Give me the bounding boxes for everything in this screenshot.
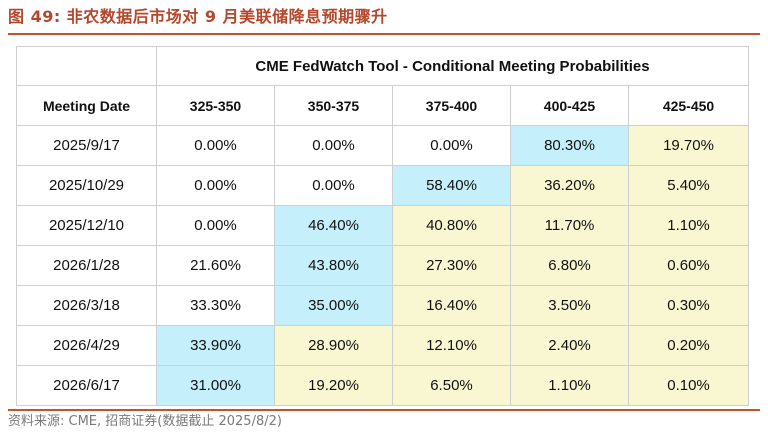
table-corner-cell — [16, 46, 157, 86]
header-rate-range: 325-350 — [156, 85, 275, 126]
probability-cell: 12.10% — [392, 325, 511, 366]
table-row: 2025/9/17 0.00% 0.00% 0.00% 80.30% 19.70% — [16, 125, 750, 166]
meeting-date-cell: 2025/10/29 — [16, 165, 157, 206]
source-note: 资料来源: CME, 招商证券(数据截止 2025/8/2) — [8, 414, 282, 429]
table-body: 2025/9/17 0.00% 0.00% 0.00% 80.30% 19.70% 2025… — [16, 125, 750, 406]
probability-cell: 0.20% — [627, 325, 750, 366]
probability-cell: 80.30% — [510, 125, 629, 166]
probability-cell: 19.70% — [627, 125, 750, 166]
table-row: 2026/4/29 33.90% 28.90% 12.10% 2.40% 0.20% — [16, 325, 750, 366]
probability-cell: 33.90% — [156, 325, 275, 366]
header-rate-range: 350-375 — [274, 85, 393, 126]
probability-cell: 6.50% — [392, 365, 511, 406]
meeting-date-cell: 2025/9/17 — [16, 125, 157, 166]
title-divider — [8, 33, 760, 35]
probability-cell: 3.50% — [510, 285, 629, 326]
probability-cell: 31.00% — [156, 365, 275, 406]
figure-title: 图 49: 非农数据后市场对 9 月美联储降息预期骤升 — [8, 7, 388, 26]
probability-cell: 19.20% — [274, 365, 393, 406]
table-row: 2025/10/29 0.00% 0.00% 58.40% 36.20% 5.40% — [16, 165, 750, 206]
header-meeting-date: Meeting Date — [16, 85, 157, 126]
header-rate-range: 375-400 — [392, 85, 511, 126]
meeting-date-cell: 2026/4/29 — [16, 325, 157, 366]
probability-cell: 0.00% — [274, 125, 393, 166]
table-row: 2026/3/18 33.30% 35.00% 16.40% 3.50% 0.30% — [16, 285, 750, 326]
probability-cell: 11.70% — [510, 205, 629, 246]
probability-cell: 28.90% — [274, 325, 393, 366]
meeting-date-cell: 2026/1/28 — [16, 245, 157, 286]
meeting-date-cell: 2026/6/17 — [16, 365, 157, 406]
probability-cell: 2.40% — [510, 325, 629, 366]
table-title: CME FedWatch Tool - Conditional Meeting … — [155, 46, 750, 86]
fedwatch-probability-table: CME FedWatch Tool - Conditional Meeting … — [16, 46, 750, 406]
table-row: 2026/6/17 31.00% 19.20% 6.50% 1.10% 0.10% — [16, 365, 750, 406]
probability-cell: 33.30% — [156, 285, 275, 326]
probability-cell: 40.80% — [392, 205, 511, 246]
probability-cell: 35.00% — [274, 285, 393, 326]
probability-cell: 0.10% — [627, 365, 750, 406]
probability-cell: 0.60% — [627, 245, 750, 286]
meeting-date-cell: 2025/12/10 — [16, 205, 157, 246]
probability-cell: 0.00% — [274, 165, 393, 206]
probability-cell: 0.00% — [156, 205, 275, 246]
probability-cell: 27.30% — [392, 245, 511, 286]
probability-cell: 43.80% — [274, 245, 393, 286]
probability-cell: 0.00% — [392, 125, 511, 166]
meeting-date-cell: 2026/3/18 — [16, 285, 157, 326]
header-rate-range: 425-450 — [627, 85, 750, 126]
probability-cell: 36.20% — [510, 165, 629, 206]
probability-cell: 1.10% — [627, 205, 750, 246]
probability-cell: 6.80% — [510, 245, 629, 286]
probability-cell: 46.40% — [274, 205, 393, 246]
header-rate-range: 400-425 — [510, 85, 629, 126]
table-row: 2025/12/10 0.00% 46.40% 40.80% 11.70% 1.10% — [16, 205, 750, 246]
probability-cell: 58.40% — [392, 165, 511, 206]
probability-cell: 0.30% — [627, 285, 750, 326]
source-divider — [8, 409, 760, 411]
probability-cell: 5.40% — [627, 165, 750, 206]
probability-cell: 0.00% — [156, 165, 275, 206]
header-row: Meeting Date 325-350 350-375 375-400 400… — [16, 85, 750, 126]
table-row: 2026/1/28 21.60% 43.80% 27.30% 6.80% 0.60% — [16, 245, 750, 286]
probability-cell: 21.60% — [156, 245, 275, 286]
probability-cell: 16.40% — [392, 285, 511, 326]
probability-cell: 1.10% — [510, 365, 629, 406]
probability-cell: 0.00% — [156, 125, 275, 166]
